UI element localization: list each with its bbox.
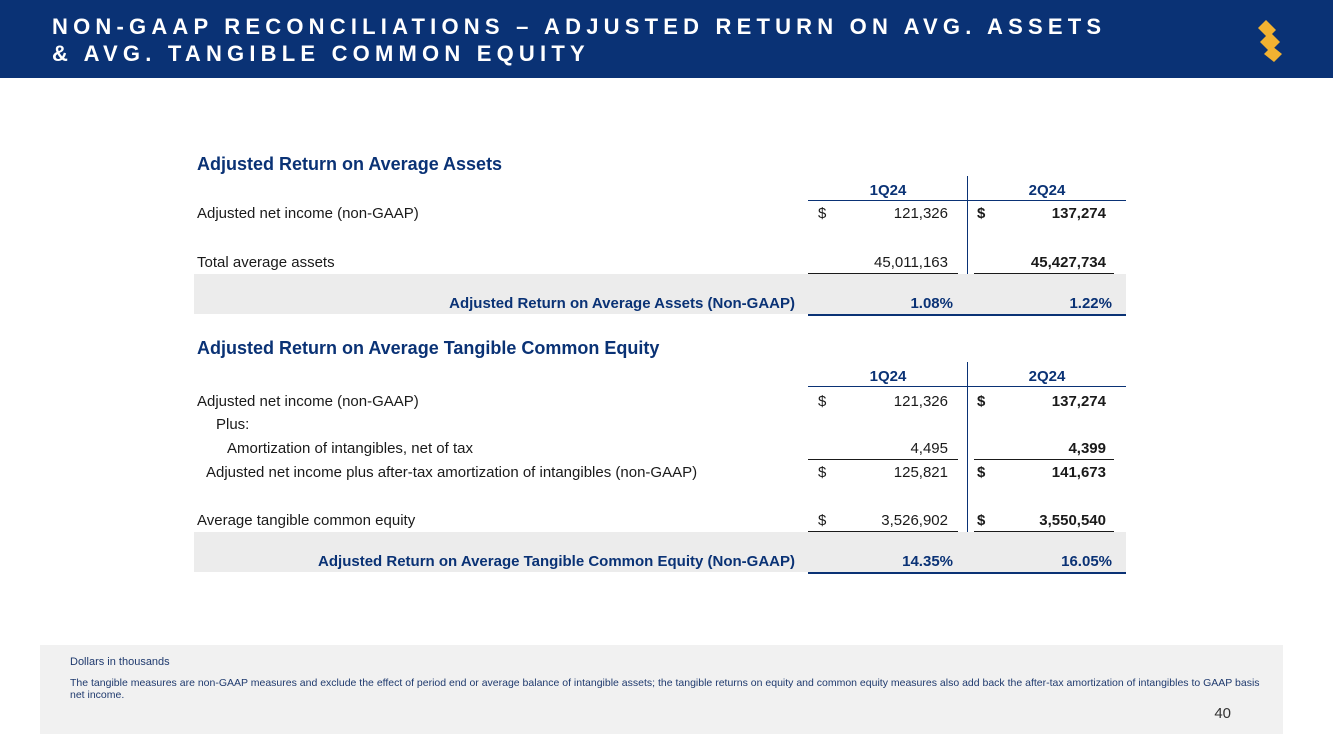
tce-result-band — [194, 532, 1126, 572]
tce-row-avg-tce-label: Average tangible common equity — [197, 512, 416, 529]
tce-row-net-income-q2: 137,274 — [1051, 393, 1106, 410]
assets-result-rule — [808, 314, 1126, 316]
tce-result-q1: 14.35% — [902, 553, 953, 570]
footnote-units: Dollars in thousands — [70, 656, 170, 668]
assets-row-total-assets-q2: 45,427,734 — [1030, 254, 1106, 271]
assets-q1-underline — [808, 273, 958, 274]
tce-result-rule — [808, 572, 1126, 574]
assets-row-net-income-q2: 137,274 — [1051, 205, 1106, 222]
tce-row-avg-tce-q2: 3,550,540 — [1039, 512, 1106, 529]
tce-row-adj-plus-q1: 125,821 — [893, 464, 948, 481]
tce-row-adj-plus-q1-dollar: $ — [818, 464, 827, 481]
tce-avg-q1-underline — [808, 531, 958, 532]
assets-row-net-income-q1: 121,326 — [893, 205, 948, 222]
assets-result-q2: 1.22% — [1069, 295, 1112, 312]
tce-row-adj-plus-label: Adjusted net income plus after-tax amort… — [206, 464, 698, 481]
tce-row-net-income-q1: 121,326 — [893, 393, 948, 410]
tce-row-net-income-label: Adjusted net income (non-GAAP) — [197, 393, 419, 410]
tce-row-net-income-q1-dollar: $ — [818, 393, 827, 410]
assets-column-divider — [967, 176, 968, 315]
title-line-1: NON-GAAP RECONCILIATIONS – ADJUSTED RETU… — [52, 14, 1107, 39]
tce-amortization-q2-underline — [974, 459, 1114, 460]
assets-section-title: Adjusted Return on Average Assets — [197, 154, 503, 174]
tce-row-plus-label: Plus: — [216, 416, 250, 433]
assets-result-label: Adjusted Return on Average Assets (Non-G… — [449, 295, 795, 312]
tce-row-amortization-label: Amortization of intangibles, net of tax — [227, 440, 473, 457]
tce-row-amortization-q2: 4,399 — [1068, 440, 1106, 457]
assets-col-1q24: 1Q24 — [869, 182, 907, 199]
footnote-panel: Dollars in thousands The tangible measur… — [40, 645, 1283, 734]
tce-avg-q2-underline — [974, 531, 1114, 532]
tce-row-net-income-q2-dollar: $ — [977, 393, 986, 410]
tce-row-adj-plus-q2: 141,673 — [1051, 464, 1106, 481]
assets-row-total-assets-label: Total average assets — [197, 254, 335, 271]
assets-result-q1: 1.08% — [910, 295, 953, 312]
tce-row-avg-tce-q1-dollar: $ — [818, 512, 827, 529]
tce-row-avg-tce-q1: 3,526,902 — [881, 512, 948, 529]
assets-row-net-income-q2-dollar: $ — [977, 205, 986, 222]
assets-result-band — [194, 274, 1126, 314]
assets-q2-underline — [974, 273, 1114, 274]
assets-col-2q24: 2Q24 — [1028, 182, 1066, 199]
tce-row-adj-plus-q2-dollar: $ — [977, 464, 986, 481]
tce-result-label: Adjusted Return on Average Tangible Comm… — [318, 553, 795, 570]
tce-column-divider — [967, 362, 968, 572]
tce-row-avg-tce-q2-dollar: $ — [977, 512, 986, 529]
page-number: 40 — [1214, 705, 1231, 722]
tce-section-title: Adjusted Return on Average Tangible Comm… — [197, 338, 660, 358]
header-bar: NON-GAAP RECONCILIATIONS – ADJUSTED RETU… — [0, 0, 1333, 78]
title-line-2: & AVG. TANGIBLE COMMON EQUITY — [52, 41, 590, 66]
tce-col-1q24: 1Q24 — [869, 368, 907, 385]
tce-result-q2: 16.05% — [1061, 553, 1112, 570]
tce-row-amortization-q1: 4,495 — [910, 440, 948, 457]
page-title: NON-GAAP RECONCILIATIONS – ADJUSTED RETU… — [52, 13, 1202, 67]
tce-amortization-q1-underline — [808, 459, 958, 460]
tce-col-2q24: 2Q24 — [1028, 368, 1066, 385]
footnote-text: The tangible measures are non-GAAP measu… — [70, 677, 1260, 701]
brand-s-logo-icon — [1258, 20, 1282, 62]
assets-row-net-income-q1-dollar: $ — [818, 205, 827, 222]
assets-row-total-assets-q1: 45,011,163 — [874, 254, 948, 271]
assets-row-net-income-label: Adjusted net income (non-GAAP) — [197, 205, 419, 222]
